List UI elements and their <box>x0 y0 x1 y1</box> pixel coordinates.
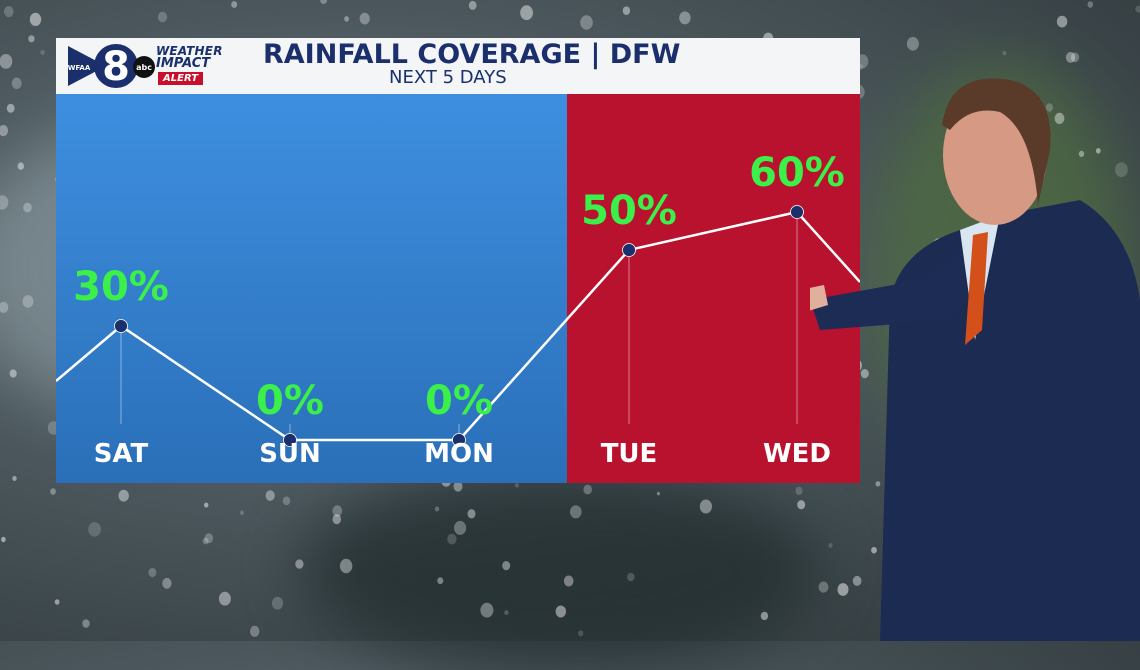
raindrop <box>1 536 6 543</box>
chart-title: RAINFALL COVERAGE | DFW <box>263 39 681 70</box>
rainfall-line-chart: 30% SAT 0% SUN 0% MON 50% TUE 60% WED <box>56 150 860 469</box>
raindrop <box>250 625 260 637</box>
station-call: WFAA <box>68 64 91 72</box>
raindrop <box>118 489 129 502</box>
raindrop <box>795 486 803 496</box>
raindrop <box>622 6 631 15</box>
presenter <box>810 78 1140 641</box>
raindrop <box>82 619 90 628</box>
graphic-header: 8 WFAA abc WEATHER IMPACT ALERT RAINFALL… <box>56 38 860 94</box>
raindrop <box>40 49 45 56</box>
value-label: 50% <box>581 188 677 234</box>
raindrop <box>6 103 15 113</box>
data-point <box>452 433 466 447</box>
brand-line2: IMPACT <box>156 56 211 71</box>
day-label: MON <box>424 439 494 469</box>
raindrop <box>359 12 370 25</box>
raindrop <box>162 577 172 589</box>
raindrop <box>520 5 533 21</box>
value-label: 0% <box>256 378 324 424</box>
raindrop <box>679 11 691 25</box>
raindrop <box>202 537 209 545</box>
raindrop <box>157 11 168 23</box>
day-label: WED <box>763 439 831 469</box>
raindrop <box>468 0 477 10</box>
raindrop <box>240 510 244 515</box>
raindrop <box>204 533 214 544</box>
network-logo: abc <box>136 63 152 72</box>
raindrop <box>88 522 101 537</box>
raindrop <box>0 125 9 137</box>
weather-impact-alert-logo: WEATHER IMPACT ALERT <box>156 44 251 88</box>
raindrop <box>271 596 284 610</box>
data-point <box>283 433 297 447</box>
chart-subtitle: NEXT 5 DAYS <box>389 67 507 88</box>
raindrop <box>50 488 56 495</box>
day-label: TUE <box>601 439 658 469</box>
day-label: SAT <box>94 439 149 469</box>
station-number: 8 <box>102 44 130 90</box>
raindrop <box>54 599 60 605</box>
raindrop <box>320 0 328 4</box>
raindrop <box>28 35 35 43</box>
value-label: 60% <box>749 150 845 196</box>
value-label: 0% <box>425 378 493 424</box>
station-logo: 8 WFAA abc <box>68 44 155 90</box>
raindrop <box>29 12 42 26</box>
brand-line1: WEATHER <box>156 44 223 58</box>
day-label: SUN <box>259 439 321 469</box>
data-point <box>622 243 636 257</box>
data-point <box>114 319 128 333</box>
data-point <box>790 205 804 219</box>
normal-days-zone <box>56 94 567 483</box>
raindrop <box>282 496 291 506</box>
raindrop <box>0 54 13 69</box>
raindrop <box>344 16 349 22</box>
weather-graphic: 8 WFAA abc WEATHER IMPACT ALERT RAINFALL… <box>56 38 860 483</box>
value-label: 30% <box>73 264 169 310</box>
raindrop <box>11 77 22 90</box>
brand-alert: ALERT <box>158 72 204 85</box>
raindrop <box>580 15 593 30</box>
raindrop <box>218 591 231 606</box>
chart-area: 30% SAT 0% SUN 0% MON 50% TUE 60% WED <box>56 94 860 483</box>
raindrop <box>231 1 238 8</box>
raindrop <box>265 490 275 501</box>
raindrop <box>148 567 157 578</box>
raindrop <box>797 500 806 510</box>
raindrop <box>4 6 14 18</box>
background-blur-dark <box>300 470 820 670</box>
raindrop <box>204 502 209 508</box>
raindrop <box>12 476 17 481</box>
